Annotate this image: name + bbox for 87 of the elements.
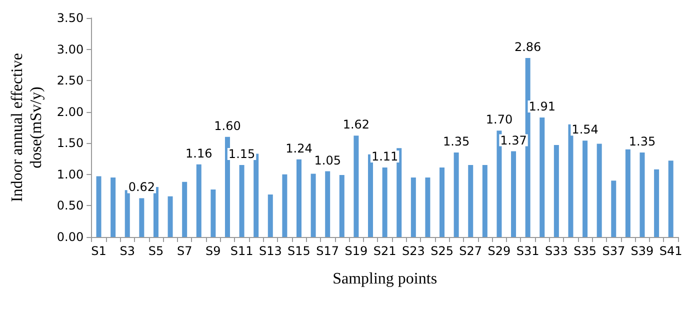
bar — [182, 182, 188, 237]
bar — [511, 151, 516, 237]
x-tick-label: S23 — [402, 244, 425, 258]
bar — [440, 168, 445, 237]
y-tick-label: 3.50 — [56, 11, 84, 25]
y-tick-label: 0.50 — [56, 198, 84, 213]
x-tick-label: S25 — [430, 244, 454, 258]
bar — [254, 154, 259, 237]
y-tick-label: 1.00 — [56, 167, 84, 182]
bar — [196, 164, 202, 237]
x-tick-label: S19 — [344, 244, 368, 258]
x-tick-label: S9 — [206, 244, 221, 258]
bar — [224, 136, 230, 237]
y-axis-title: Indoor annual effective dose(mSv/y) — [9, 53, 45, 202]
data-label: 1.37 — [500, 133, 527, 148]
data-label: 1.60 — [214, 118, 241, 133]
data-label: 0.62 — [128, 180, 156, 194]
y-tick-label: 2.50 — [56, 74, 84, 88]
data-label: 1.05 — [314, 153, 341, 168]
x-tick-label: S27 — [459, 244, 482, 258]
data-label: 1.70 — [486, 112, 513, 127]
bar — [96, 176, 102, 237]
bar — [425, 178, 430, 237]
data-label: 1.91 — [528, 99, 556, 114]
bar — [540, 117, 545, 237]
bar — [654, 169, 660, 237]
x-tick-label: S31 — [516, 244, 540, 258]
bar — [239, 165, 244, 237]
bar — [496, 130, 502, 237]
bar — [468, 165, 474, 237]
bar — [268, 194, 273, 237]
data-label: 1.35 — [628, 134, 656, 149]
x-tick-label: S33 — [544, 244, 568, 258]
data-label: 1.16 — [186, 146, 212, 160]
data-label: 1.35 — [442, 134, 470, 149]
x-tick-label: S21 — [373, 244, 396, 258]
x-tick-label: S39 — [630, 244, 654, 258]
bar — [354, 136, 359, 237]
bar — [282, 174, 288, 237]
data-label: 2.86 — [514, 40, 542, 54]
x-tick-label: S1 — [91, 244, 106, 258]
x-tick-label: S41 — [659, 244, 682, 258]
data-label: 1.24 — [286, 141, 312, 156]
bar — [554, 145, 559, 237]
x-tick-label: S13 — [258, 244, 282, 258]
data-label: 1.54 — [572, 122, 598, 137]
data-label: 1.11 — [371, 150, 398, 164]
x-tick-label: S11 — [230, 244, 254, 258]
bar — [124, 190, 130, 237]
bar — [153, 186, 158, 237]
x-tick-label: S7 — [176, 244, 192, 258]
y-tick-label: 1.50 — [56, 136, 84, 150]
bar — [168, 196, 173, 237]
x-tick-label: S5 — [148, 244, 164, 258]
bar — [210, 189, 216, 237]
bar — [325, 171, 330, 237]
bar — [625, 149, 630, 237]
bar — [396, 148, 402, 237]
bar — [582, 140, 588, 237]
bar — [296, 159, 302, 237]
bar — [596, 144, 602, 237]
data-label: 1.62 — [342, 118, 370, 132]
bar — [410, 178, 416, 237]
bar — [139, 198, 144, 237]
bar — [611, 180, 616, 237]
bar — [310, 174, 316, 237]
x-tick-label: S35 — [574, 244, 596, 258]
bar — [568, 124, 574, 237]
x-axis-title: Sampling points — [332, 270, 438, 288]
y-tick-label: 3.00 — [56, 42, 84, 56]
bar — [368, 154, 374, 237]
y-tick-label: 2.00 — [56, 104, 84, 119]
x-tick-label: S29 — [488, 244, 511, 258]
x-tick-label: S17 — [316, 244, 340, 258]
bar — [382, 168, 388, 237]
x-tick-label: S15 — [288, 244, 310, 258]
bar — [454, 152, 459, 237]
bar — [640, 152, 645, 237]
x-tick-label: S3 — [120, 244, 136, 258]
bar — [525, 58, 530, 237]
bar — [339, 175, 344, 237]
y-tick-label: 0.00 — [56, 230, 84, 244]
bar — [482, 165, 488, 237]
x-tick-label: S37 — [602, 244, 626, 258]
data-label: 1.15 — [228, 147, 256, 162]
bar — [668, 160, 674, 237]
bar — [110, 178, 116, 237]
